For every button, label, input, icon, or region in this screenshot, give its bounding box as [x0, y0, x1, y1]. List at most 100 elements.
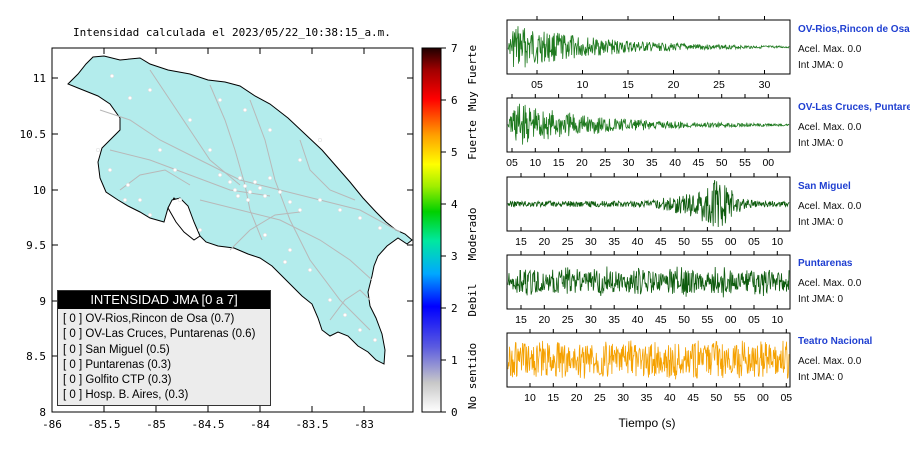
jma-intensity: Int JMA: 0 — [798, 60, 844, 71]
map-x-tick-label: -84 — [250, 418, 270, 431]
trace-tick-label: 05 — [748, 236, 760, 248]
map-x-tick-label: -83 — [354, 418, 374, 431]
trace-panel: 15 20 25 30 35 40 45 50 55 00 05 10 — [506, 251, 791, 326]
road-network — [99, 69, 401, 331]
station-dot — [262, 232, 268, 238]
map-title: Intensidad calculada el 2023/05/22_10:38… — [73, 26, 391, 39]
station-dot — [267, 175, 273, 181]
trace-tick-label: 00 — [725, 236, 737, 248]
trace-tick-label: 15 — [515, 314, 527, 326]
station-dot — [297, 207, 303, 213]
legend-item: [ 0 ] San Miguel (0.5) — [63, 343, 170, 356]
station-dot — [235, 193, 241, 199]
trace-panel: 15 20 25 30 35 40 45 50 55 00 05 10 — [506, 173, 791, 248]
station-dot — [372, 337, 378, 343]
trace-waveform — [507, 103, 790, 145]
road-line — [109, 149, 271, 197]
trace-tick-label: 15 — [515, 236, 527, 248]
peak-accel: Acel. Max. 0.0 — [798, 356, 862, 367]
map-y-tick-label: 11 — [33, 72, 46, 85]
trace-tick-label: 40 — [632, 236, 644, 248]
station-dot — [217, 97, 223, 103]
colorbar-tick-label: 0 — [451, 406, 458, 419]
station-dot — [147, 212, 153, 218]
station-dot — [377, 225, 383, 231]
trace-tick-label: 40 — [632, 314, 644, 326]
waveform-panels: 05 10 15 20 25 30 05 10 15 20 25 30 35 40 45 50 55 00 15 20… — [506, 16, 792, 404]
station-dot — [125, 182, 131, 188]
trace-tick-label: 35 — [608, 236, 620, 248]
station-dot — [217, 172, 223, 178]
trace-tick-label: 30 — [585, 236, 597, 248]
station-dot — [297, 157, 303, 163]
trace-tick-label: 10 — [771, 314, 783, 326]
legend-item: [ 0 ] Golfito CTP (0.3) — [63, 374, 172, 387]
station-dot — [107, 167, 113, 173]
colorbar-category-label: Debil — [466, 283, 479, 316]
station-dot — [327, 297, 333, 303]
colorbar-category-label: Moderado — [466, 208, 479, 261]
trace-tick-label: 20 — [538, 236, 550, 248]
station-dot — [267, 127, 273, 133]
station-dot — [242, 107, 248, 113]
colorbar-category-label: No sentido — [466, 343, 479, 409]
trace-tick-label: 10 — [529, 157, 541, 169]
trace-tick-label: 45 — [693, 157, 705, 169]
map-frame — [51, 47, 414, 413]
trace-tick-label: 50 — [678, 314, 690, 326]
station-dot — [282, 259, 288, 265]
colorbar-tick-label: 2 — [451, 302, 458, 315]
time-axis-label: Tiempo (s) — [619, 416, 676, 430]
station-dot — [207, 147, 213, 153]
map-y-tick-label: 9 — [39, 295, 46, 308]
trace-tick-label: 25 — [713, 79, 725, 91]
station-dot — [257, 185, 263, 191]
road-line — [229, 211, 301, 251]
trace-tick-label: 55 — [739, 157, 751, 169]
trace-tick-label: 10 — [524, 392, 536, 404]
colorbar-tick-label: 5 — [451, 146, 458, 159]
station-dot — [287, 247, 293, 253]
map-y-tick-label: 10 — [33, 184, 46, 197]
station-dot — [127, 95, 133, 101]
trace-waveform — [507, 180, 790, 228]
legend-title: INTENSIDAD JMA [0 a 7] — [58, 291, 270, 309]
trace-tick-label: 55 — [734, 392, 746, 404]
map-y-tick-label: 8 — [39, 406, 46, 419]
trace-tick-label: 35 — [608, 314, 620, 326]
station-name: OV-Rios,Rincon de Osa — [798, 24, 910, 35]
map-x-tick-label: -84.5 — [191, 418, 224, 431]
trace-info-1: OV-Las Cruces, Puntarenas Acel. Max. 0.0… — [798, 102, 910, 149]
trace-tick-label: 45 — [655, 236, 667, 248]
station-dot — [317, 137, 323, 143]
trace-tick-label: 35 — [646, 157, 658, 169]
trace-tick-label: 25 — [562, 236, 574, 248]
trace-info-4: Teatro Nacional Acel. Max. 0.0 Int JMA: … — [798, 336, 910, 383]
colorbar-labels: Muy Fuerte Fuerte Moderado Debil No sentido — [466, 45, 479, 409]
peak-accel: Acel. Max. 0.0 — [798, 44, 862, 55]
station-dot — [307, 267, 313, 273]
colorbar-tick-label: 3 — [451, 250, 458, 263]
colorbar-tick-label: 1 — [451, 354, 458, 367]
station-dot — [357, 215, 363, 221]
map-x-tick-label: -85 — [146, 418, 166, 431]
station-dot — [227, 179, 233, 185]
trace-tick-label: 50 — [711, 392, 723, 404]
map-y-tick-label: 10.5 — [20, 128, 47, 141]
station-dot — [232, 187, 238, 193]
station-markers — [95, 73, 383, 343]
trace-info-3: Puntarenas Acel. Max. 0.0 Int JMA: 0 — [798, 258, 910, 305]
road-line — [149, 69, 241, 186]
station-dot — [247, 189, 253, 195]
trace-tick-label: 30 — [585, 314, 597, 326]
trace-tick-label: 20 — [668, 79, 680, 91]
station-dot — [237, 175, 243, 181]
map-x-tick-label: -83.5 — [295, 418, 328, 431]
station-dot — [95, 147, 101, 153]
trace-panel: 05 10 15 20 25 30 35 40 45 50 55 00 — [506, 94, 791, 169]
legend-item: [ 0 ] Hosp. B. Aires, (0.3) — [63, 389, 189, 402]
trace-tick-label: 05 — [506, 157, 518, 169]
station-dot — [337, 207, 343, 213]
